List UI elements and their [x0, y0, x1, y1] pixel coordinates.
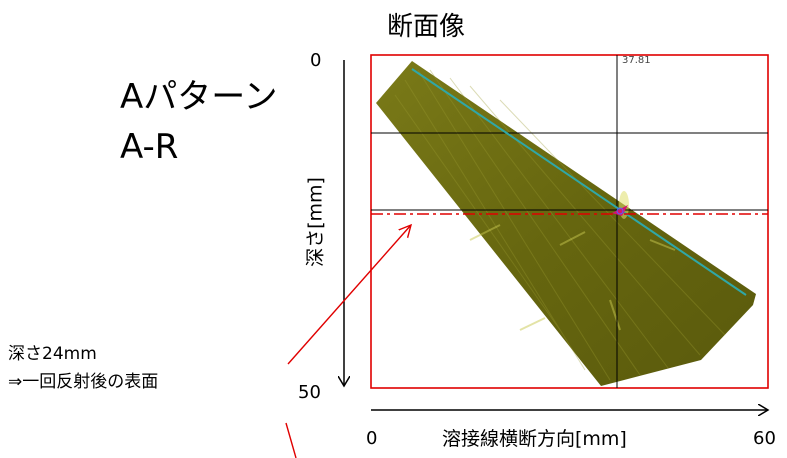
diagram-title: 断面像 [387, 12, 466, 42]
x-axis-label: 溶接線横断方向[mm] [442, 428, 627, 450]
cursor-lines [371, 55, 768, 388]
indication-marker [612, 205, 628, 216]
cursor-readout: 37.81 [622, 55, 651, 66]
x-axis-min: 0 [366, 428, 378, 449]
y-axis-label: 深さ[mm] [304, 177, 327, 267]
scan-frame [370, 54, 769, 389]
annotation-tail [285, 422, 297, 458]
pattern-sub-label: A-R [120, 127, 179, 167]
annotation-arrow [287, 225, 411, 365]
annotation-depth: 深さ24mm [8, 344, 97, 364]
y-axis-max: 50 [298, 382, 321, 403]
scan-image [376, 61, 756, 386]
pattern-label: Aパターン [120, 77, 278, 117]
annotation-surface: ⇒一回反射後の表面 [8, 372, 159, 392]
beam-line [411, 68, 747, 296]
y-axis-min: 0 [310, 50, 322, 71]
x-axis-max: 60 [753, 428, 776, 449]
